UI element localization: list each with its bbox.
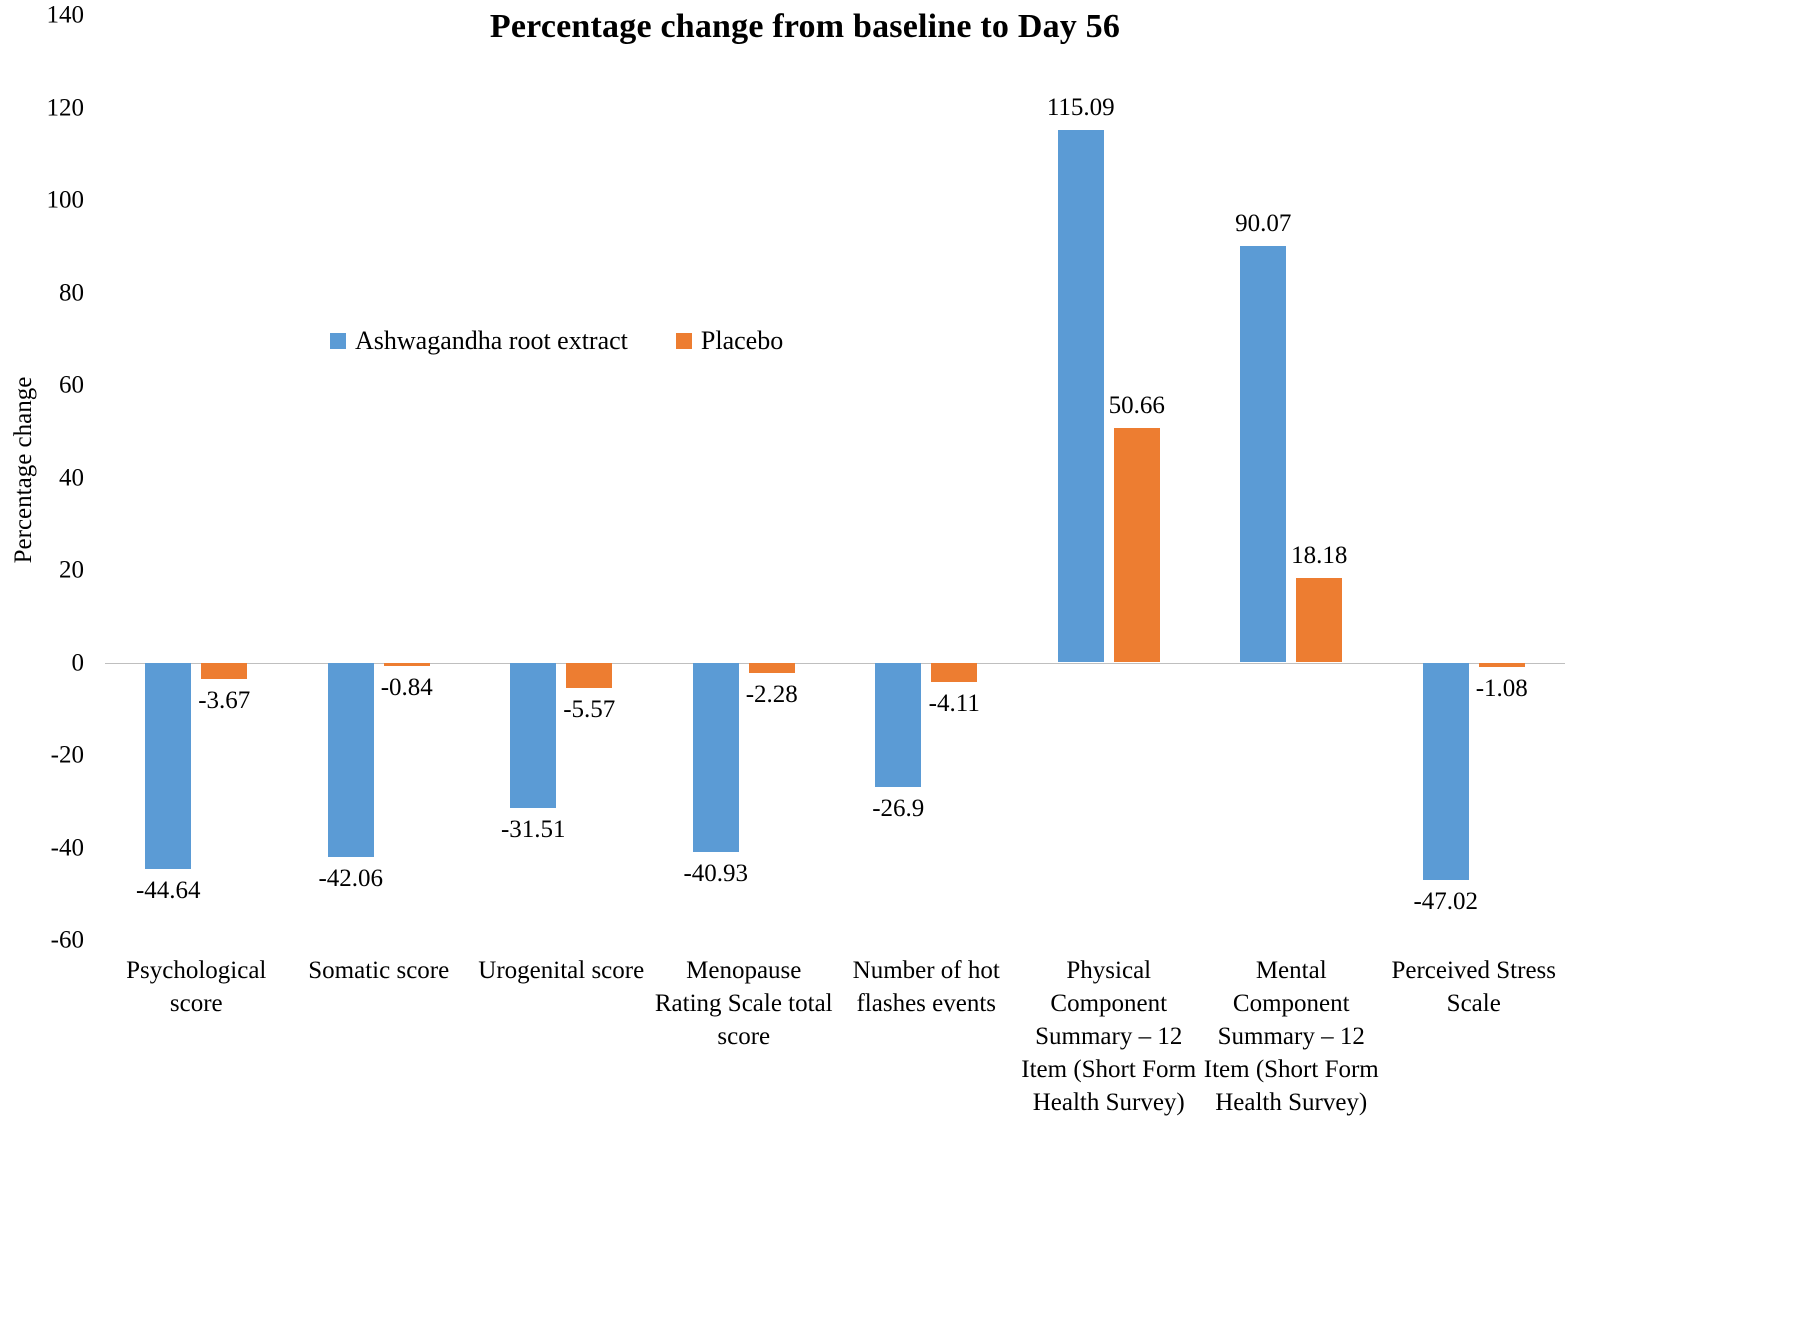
y-tick-label: 140 <box>46 1 85 29</box>
bar-value-label: -3.67 <box>198 687 251 715</box>
legend-label-placebo: Placebo <box>700 326 784 355</box>
legend-label-ashwagandha: Ashwagandha root extract <box>355 326 628 355</box>
bar-value-label: -47.02 <box>1413 887 1479 915</box>
category-label: Psychological score <box>126 957 267 1017</box>
bar-placebo <box>383 662 430 667</box>
category-label: Physical Component Summary – 12 Item (Sh… <box>1021 957 1197 1116</box>
bar-value-label: -1.08 <box>1475 675 1528 703</box>
bar-ashwagandha <box>692 662 739 852</box>
y-tick-label: 120 <box>46 94 85 121</box>
bar-value-label: -26.9 <box>872 794 925 822</box>
bar-value-label: -31.51 <box>500 816 566 844</box>
bar-value-label: 50.66 <box>1108 392 1165 420</box>
bar-placebo <box>1113 428 1160 663</box>
y-tick-label: 20 <box>59 556 84 584</box>
bar-value-label: -2.28 <box>745 681 798 709</box>
legend-swatch-ashwagandha <box>330 333 346 349</box>
bar-placebo <box>566 662 613 689</box>
legend-item-placebo: Placebo <box>675 326 784 355</box>
bar-ashwagandha <box>145 662 192 869</box>
category-label: Menopause Rating Scale total score <box>654 957 833 1050</box>
bar-ashwagandha <box>1240 245 1287 663</box>
category-label: Perceived Stress Scale <box>1391 957 1557 1017</box>
y-tick-label: 100 <box>46 186 85 214</box>
legend-item-ashwagandha: Ashwagandha root extract <box>330 328 628 354</box>
bar-ashwagandha <box>875 662 922 787</box>
category-label: Urogenital score <box>478 957 645 984</box>
y-tick-label: -40 <box>50 834 84 861</box>
y-tick-label: -20 <box>50 741 84 769</box>
bar-value-label: 90.07 <box>1235 209 1292 237</box>
bar-value-label: 115.09 <box>1046 94 1115 122</box>
category-label: Somatic score <box>308 957 450 984</box>
bar-placebo <box>1296 578 1343 663</box>
y-tick-label: 60 <box>59 371 84 399</box>
bar-value-label: -4.11 <box>928 689 980 717</box>
bar-ashwagandha <box>1057 130 1104 663</box>
category-label: Number of hot flashes events <box>852 957 1000 1017</box>
y-tick-label: -60 <box>50 926 84 954</box>
legend: Ashwagandha root extract Placebo <box>330 328 783 354</box>
category-label: Mental Component Summary – 12 Item (Shor… <box>1203 957 1379 1116</box>
bar-placebo <box>1478 662 1525 668</box>
plot-area: -44.64 -3.67 -42.06 -0.84 -31.51 -5.57 -40.93 -… <box>105 15 1565 940</box>
chart-title: Percentage change from baseline to Day 5… <box>489 8 1121 45</box>
bar-ashwagandha <box>1422 662 1469 880</box>
bar-value-label: -44.64 <box>135 876 201 904</box>
bar-placebo <box>931 662 978 682</box>
bar-ashwagandha <box>510 662 557 809</box>
y-tick-label: 0 <box>71 649 85 676</box>
bar-placebo <box>748 662 795 674</box>
legend-swatch-placebo <box>675 333 692 349</box>
bar-value-label: -40.93 <box>683 859 749 887</box>
y-tick-label: 80 <box>59 279 84 306</box>
bar-value-label: -0.84 <box>380 674 433 702</box>
bar-value-label: 18.18 <box>1291 542 1348 570</box>
y-tick-label: 40 <box>59 464 84 491</box>
bar-value-label: -42.06 <box>318 865 384 893</box>
bar-value-label: -5.57 <box>563 696 616 724</box>
bar-placebo <box>201 662 248 680</box>
zero-axis-line <box>105 662 1565 664</box>
bar-ashwagandha <box>327 662 374 858</box>
